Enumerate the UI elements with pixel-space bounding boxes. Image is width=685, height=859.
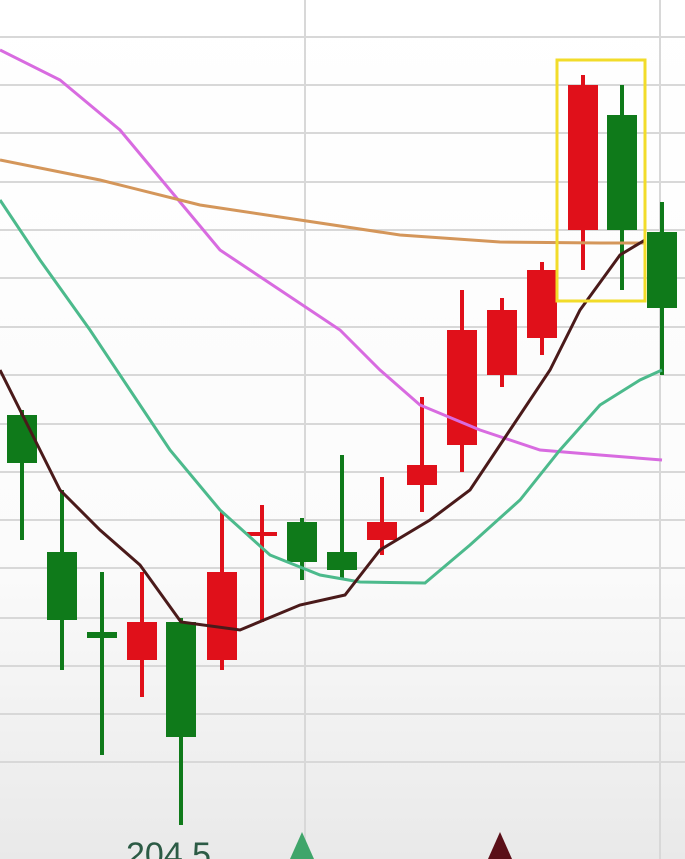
candle-body xyxy=(7,415,37,463)
marker-up xyxy=(290,832,314,859)
highlight-box xyxy=(555,58,647,303)
candle-body xyxy=(407,465,437,485)
marker-down xyxy=(488,832,512,859)
candle-body xyxy=(367,522,397,540)
price-label: 204.5 xyxy=(126,836,211,859)
candle-body xyxy=(487,310,517,375)
plot-area xyxy=(0,48,677,825)
candle-body xyxy=(647,232,677,308)
candle-body xyxy=(527,270,557,338)
candle-body xyxy=(327,552,357,570)
candle-body xyxy=(166,622,196,737)
candle-body xyxy=(607,115,637,230)
candles xyxy=(7,75,677,825)
moving-average-line xyxy=(0,158,645,245)
candle-body xyxy=(247,532,277,536)
candle-body xyxy=(127,622,157,660)
moving-average-line xyxy=(0,238,646,632)
moving-average-line xyxy=(0,199,663,585)
candle-body xyxy=(287,522,317,562)
candle-body xyxy=(568,85,598,230)
candle-body xyxy=(47,552,77,620)
candle-body xyxy=(207,572,237,660)
candle-body xyxy=(87,632,117,638)
moving-average-line xyxy=(0,48,663,462)
